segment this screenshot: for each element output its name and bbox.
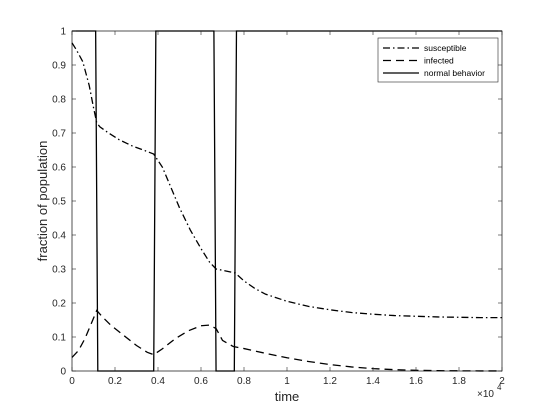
x-tick-label: 0.2	[108, 376, 122, 387]
series-line-normal-behavior	[72, 30, 502, 372]
axes-box	[71, 30, 503, 372]
y-tick-label: 0.7	[52, 129, 66, 140]
legend-label-normal-behavior: normal behavior	[424, 68, 485, 78]
x-tick-label: 1	[284, 376, 290, 387]
y-tick-label: 0.8	[52, 95, 66, 106]
y-tick-label: 0.5	[52, 197, 66, 208]
y-axis-label: fraction of population	[35, 141, 50, 262]
x-axis-multiplier-exponent: 4	[497, 383, 502, 392]
y-tick-label: 0.1	[52, 333, 66, 344]
x-tick-label: 0.4	[151, 376, 165, 387]
y-tick-label: 0.3	[52, 265, 66, 276]
x-tick-label: 2	[499, 376, 505, 387]
y-tick-label: 0.6	[52, 163, 66, 174]
x-tick-label: 0.6	[194, 376, 208, 387]
x-tick-label: 1.6	[409, 376, 423, 387]
ticks-layer: 0 0.2 0.4 0.6 0.8 1 1.2 1.4 1.6 1.8 2 0 0.1 0.2 0.3 0.4…	[52, 27, 505, 388]
y-tick-label: 0.9	[52, 61, 66, 72]
x-tick-label: 0	[69, 376, 75, 387]
legend-label-infected: infected	[424, 56, 454, 66]
y-tick-label: 0.4	[52, 231, 66, 242]
x-tick-label: 1.8	[452, 376, 466, 387]
series-layer	[71, 30, 503, 372]
plot-area: 0 0.2 0.4 0.6 0.8 1 1.2 1.4 1.6 1.8 2 0 0.1 0.2 0.3 0.4…	[52, 27, 505, 388]
x-axis-multiplier-base: ×10	[477, 389, 494, 400]
x-tick-label: 1.2	[323, 376, 337, 387]
y-tick-label: 0.2	[52, 299, 66, 310]
series-line-infected	[71, 309, 503, 372]
y-tick-label: 1	[60, 27, 66, 38]
x-axis-label: time	[275, 389, 300, 404]
y-tick-label: 0	[60, 367, 66, 378]
x-tick-label: 1.4	[366, 376, 380, 387]
series-line-susceptible	[71, 42, 502, 319]
x-tick-label: 0.8	[237, 376, 251, 387]
x-axis-multiplier: ×10 4	[477, 383, 502, 400]
legend: susceptible infected normal behavior	[377, 37, 499, 83]
legend-items: susceptible infected normal behavior	[383, 43, 485, 78]
legend-label-susceptible: susceptible	[424, 43, 467, 53]
